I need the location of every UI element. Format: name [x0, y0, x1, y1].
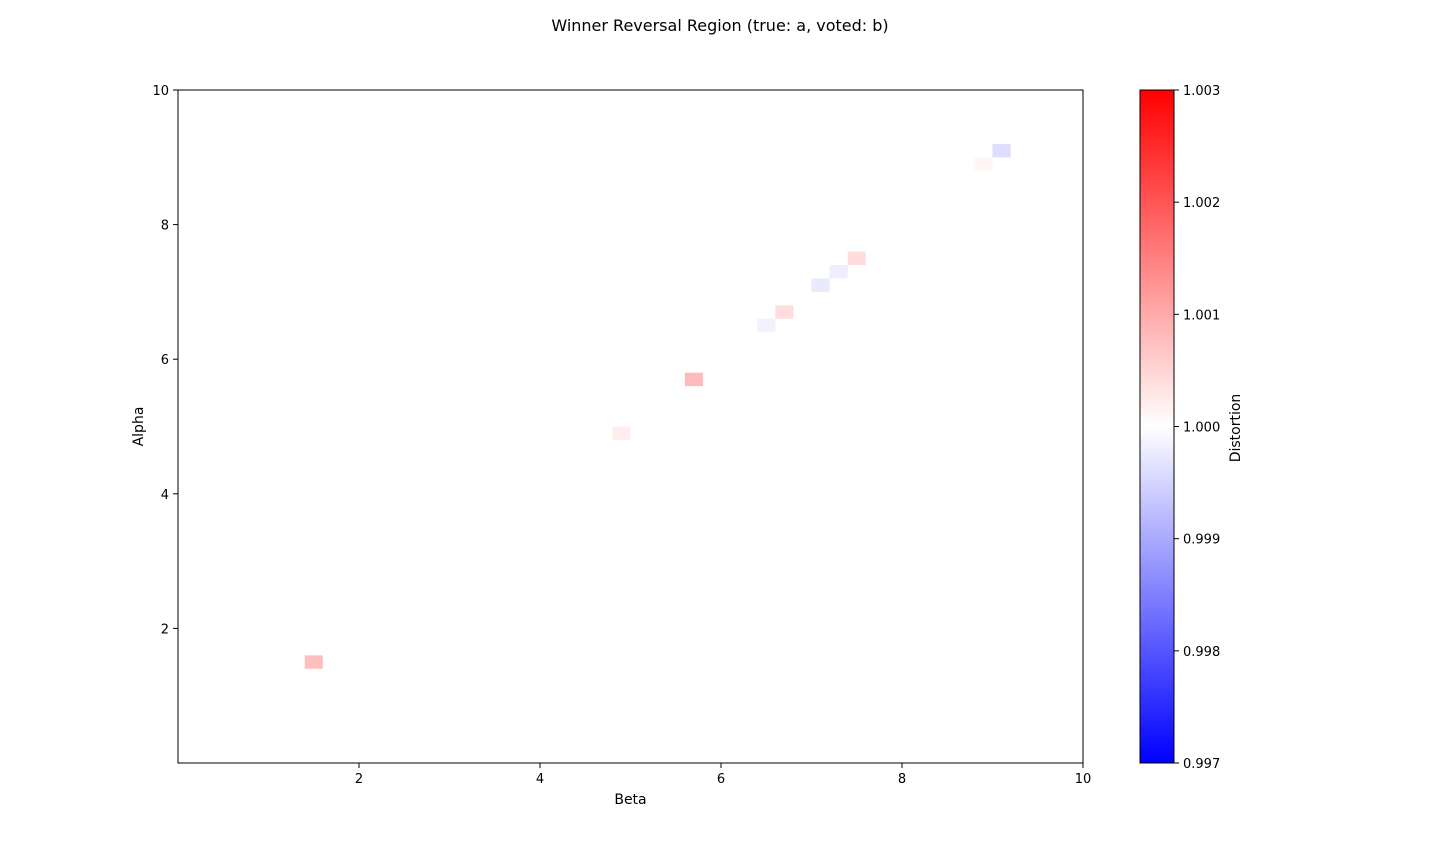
colorbar-tick-label: 1.000: [1183, 421, 1220, 436]
y-axis-ticks: 2 4 6 8 10: [152, 84, 178, 637]
heatmap-cell: [829, 264, 848, 279]
y-tick-label: 4: [161, 488, 169, 503]
x-tick-label: 10: [1075, 772, 1092, 787]
heatmap-cell: [684, 372, 703, 387]
x-tick-label: 4: [536, 772, 544, 787]
heatmap-cell: [992, 143, 1011, 158]
heatmap-cell: [775, 305, 794, 319]
colorbar-tick-label: 1.001: [1183, 308, 1220, 323]
y-tick-label: 6: [161, 353, 169, 368]
colorbar-tick-label: 0.997: [1183, 757, 1220, 772]
heatmap-cell: [847, 251, 866, 265]
x-tick-label: 2: [355, 772, 363, 787]
heatmap-cell: [612, 426, 631, 440]
colorbar-ticks: 0.997 0.998 0.999 1.000 1.001 1.002 1.003: [1174, 84, 1220, 772]
y-axis-label: Alpha: [131, 407, 147, 447]
plot-frame: [177, 89, 1084, 764]
chart-title: Winner Reversal Region (true: a, voted: …: [551, 16, 888, 35]
colorbar-tick-label: 0.998: [1183, 645, 1220, 660]
y-tick-label: 2: [161, 622, 169, 637]
x-tick-label: 8: [898, 772, 906, 787]
heatmap-cell: [757, 318, 776, 333]
heatmap-cells: [304, 143, 1011, 669]
y-tick-label: 10: [152, 84, 169, 99]
colorbar: [1139, 89, 1175, 764]
x-axis-label: Beta: [614, 792, 646, 808]
colorbar-label: Distortion: [1228, 394, 1244, 463]
heatmap-cell: [811, 278, 830, 292]
y-tick-label: 8: [161, 219, 169, 234]
colorbar-tick-label: 0.999: [1183, 533, 1220, 548]
colorbar-tick-label: 1.002: [1183, 196, 1220, 211]
x-axis-ticks: 2 4 6 8 10: [355, 763, 1091, 787]
x-tick-label: 6: [717, 772, 725, 787]
heatmap-cell: [304, 655, 323, 669]
colorbar-tick-label: 1.003: [1183, 84, 1220, 99]
heatmap-cell: [974, 157, 993, 171]
